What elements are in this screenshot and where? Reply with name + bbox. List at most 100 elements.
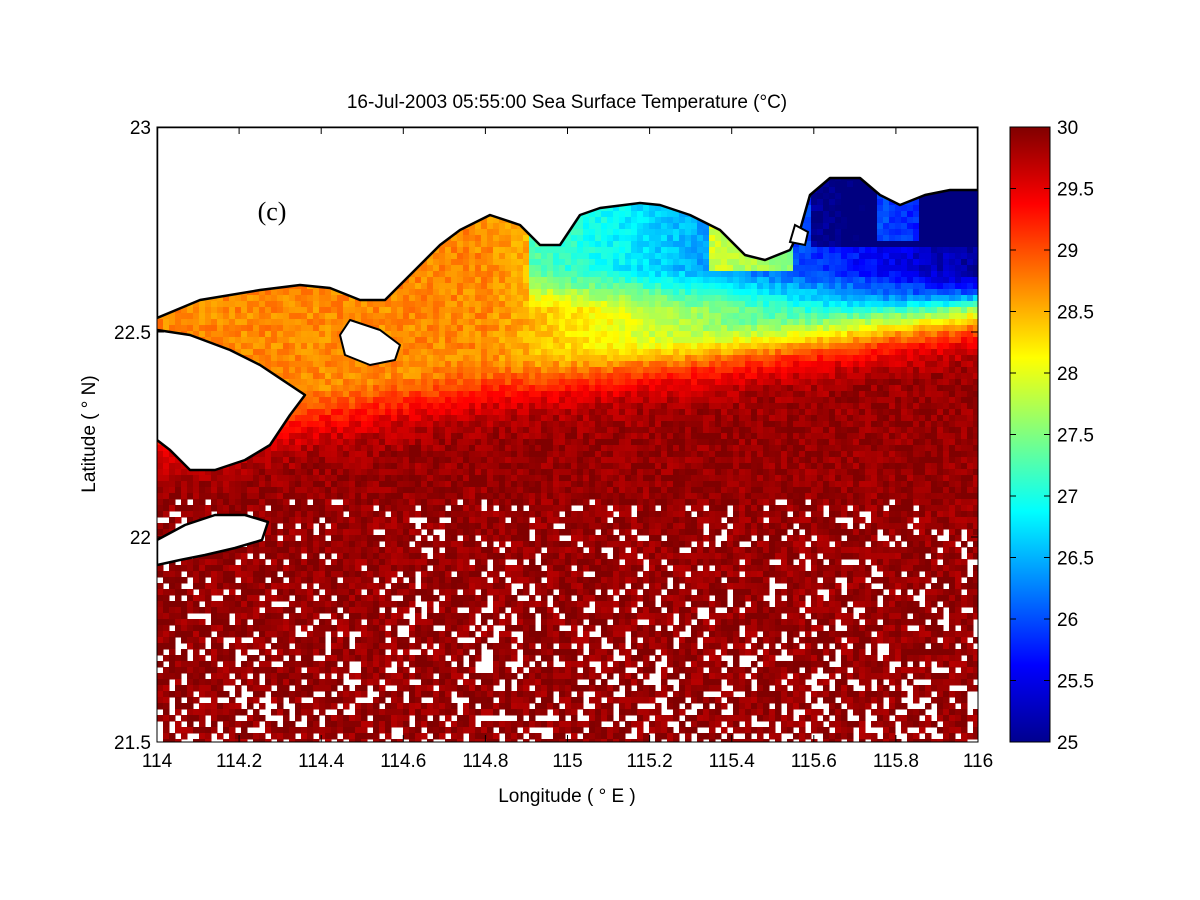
sst-cell <box>841 187 848 194</box>
sst-cell <box>859 205 866 212</box>
sst-cell <box>931 331 938 338</box>
sst-cell <box>841 253 848 260</box>
sst-cell <box>949 313 956 320</box>
sst-cell <box>553 331 560 338</box>
sst-cell <box>841 301 848 308</box>
sst-cell <box>679 295 686 302</box>
sst-cell <box>853 211 860 218</box>
sst-cell <box>823 265 830 272</box>
sst-cell <box>631 205 638 212</box>
sst-cell <box>511 271 518 278</box>
sst-cell <box>541 301 548 308</box>
sst-cell <box>613 289 620 296</box>
sst-cell <box>739 253 746 260</box>
sst-cell <box>859 313 866 320</box>
sst-cell <box>523 235 530 242</box>
sst-cell <box>481 307 488 314</box>
sst-cell <box>625 325 632 332</box>
sst-cell <box>217 337 224 344</box>
sst-cell <box>493 271 500 278</box>
sst-cell <box>559 295 566 302</box>
sst-cell <box>475 235 482 242</box>
sst-cell <box>883 241 890 248</box>
sst-cell <box>913 241 920 248</box>
sst-cell <box>295 325 302 332</box>
sst-cell <box>667 217 674 224</box>
sst-cell <box>523 259 530 266</box>
sst-cell <box>883 211 890 218</box>
sst-cell <box>559 331 566 338</box>
sst-cell <box>901 265 908 272</box>
sst-cell <box>751 283 758 290</box>
sst-cell <box>973 295 978 302</box>
sst-cell <box>541 253 548 260</box>
sst-cell <box>595 223 602 230</box>
sst-cell <box>673 337 680 344</box>
sst-cell <box>733 307 740 314</box>
sst-cell <box>283 325 290 332</box>
sst-cell <box>673 307 680 314</box>
sst-cell <box>403 337 410 344</box>
sst-cell <box>667 235 674 242</box>
sst-cell <box>871 199 878 206</box>
sst-cell <box>685 331 692 338</box>
sst-cell <box>889 313 896 320</box>
sst-cell <box>583 283 590 290</box>
sst-cell <box>943 313 950 320</box>
sst-cell <box>439 331 446 338</box>
sst-cell <box>463 259 470 266</box>
sst-cell <box>661 211 668 218</box>
sst-cell <box>463 307 470 314</box>
sst-cell <box>835 193 842 200</box>
sst-cell <box>811 331 818 338</box>
sst-cell <box>823 301 830 308</box>
sst-cell <box>745 295 752 302</box>
sst-cell <box>829 217 836 224</box>
sst-cell <box>319 313 326 320</box>
sst-cell <box>385 319 392 326</box>
sst-cell <box>961 307 968 314</box>
sst-cell <box>931 211 938 218</box>
sst-cell <box>511 229 518 236</box>
sst-cell <box>613 259 620 266</box>
sst-cell <box>733 283 740 290</box>
sst-cell <box>793 283 800 290</box>
sst-cell <box>811 253 818 260</box>
sst-cell <box>271 307 278 314</box>
sst-cell <box>517 253 524 260</box>
sst-cell <box>379 301 386 308</box>
sst-cell <box>601 241 608 248</box>
sst-cell <box>463 331 470 338</box>
sst-cell <box>871 337 878 344</box>
sst-cell <box>667 313 674 320</box>
sst-cell <box>895 295 902 302</box>
sst-cell <box>787 289 794 296</box>
sst-cell <box>553 313 560 320</box>
sst-cell <box>661 205 668 212</box>
sst-cell <box>955 337 962 344</box>
sst-cell <box>319 337 326 344</box>
sst-cell <box>937 211 944 218</box>
sst-cell <box>511 307 518 314</box>
sst-cell <box>481 253 488 260</box>
sst-cell <box>835 313 842 320</box>
sst-cell <box>709 235 716 242</box>
sst-cell <box>277 319 284 326</box>
sst-cell <box>967 217 974 224</box>
sst-cell <box>337 313 344 320</box>
sst-cell <box>217 325 224 332</box>
sst-cell <box>505 253 512 260</box>
sst-cell <box>877 205 884 212</box>
sst-cell <box>847 235 854 242</box>
sst-cell <box>649 235 656 242</box>
sst-cell <box>223 307 230 314</box>
sst-cell <box>937 319 944 326</box>
sst-cell <box>931 271 938 278</box>
sst-cell <box>403 313 410 320</box>
sst-cell <box>901 319 908 326</box>
sst-cell <box>865 217 872 224</box>
sst-cell <box>601 247 608 254</box>
sst-cell <box>637 205 644 212</box>
sst-cell <box>739 313 746 320</box>
